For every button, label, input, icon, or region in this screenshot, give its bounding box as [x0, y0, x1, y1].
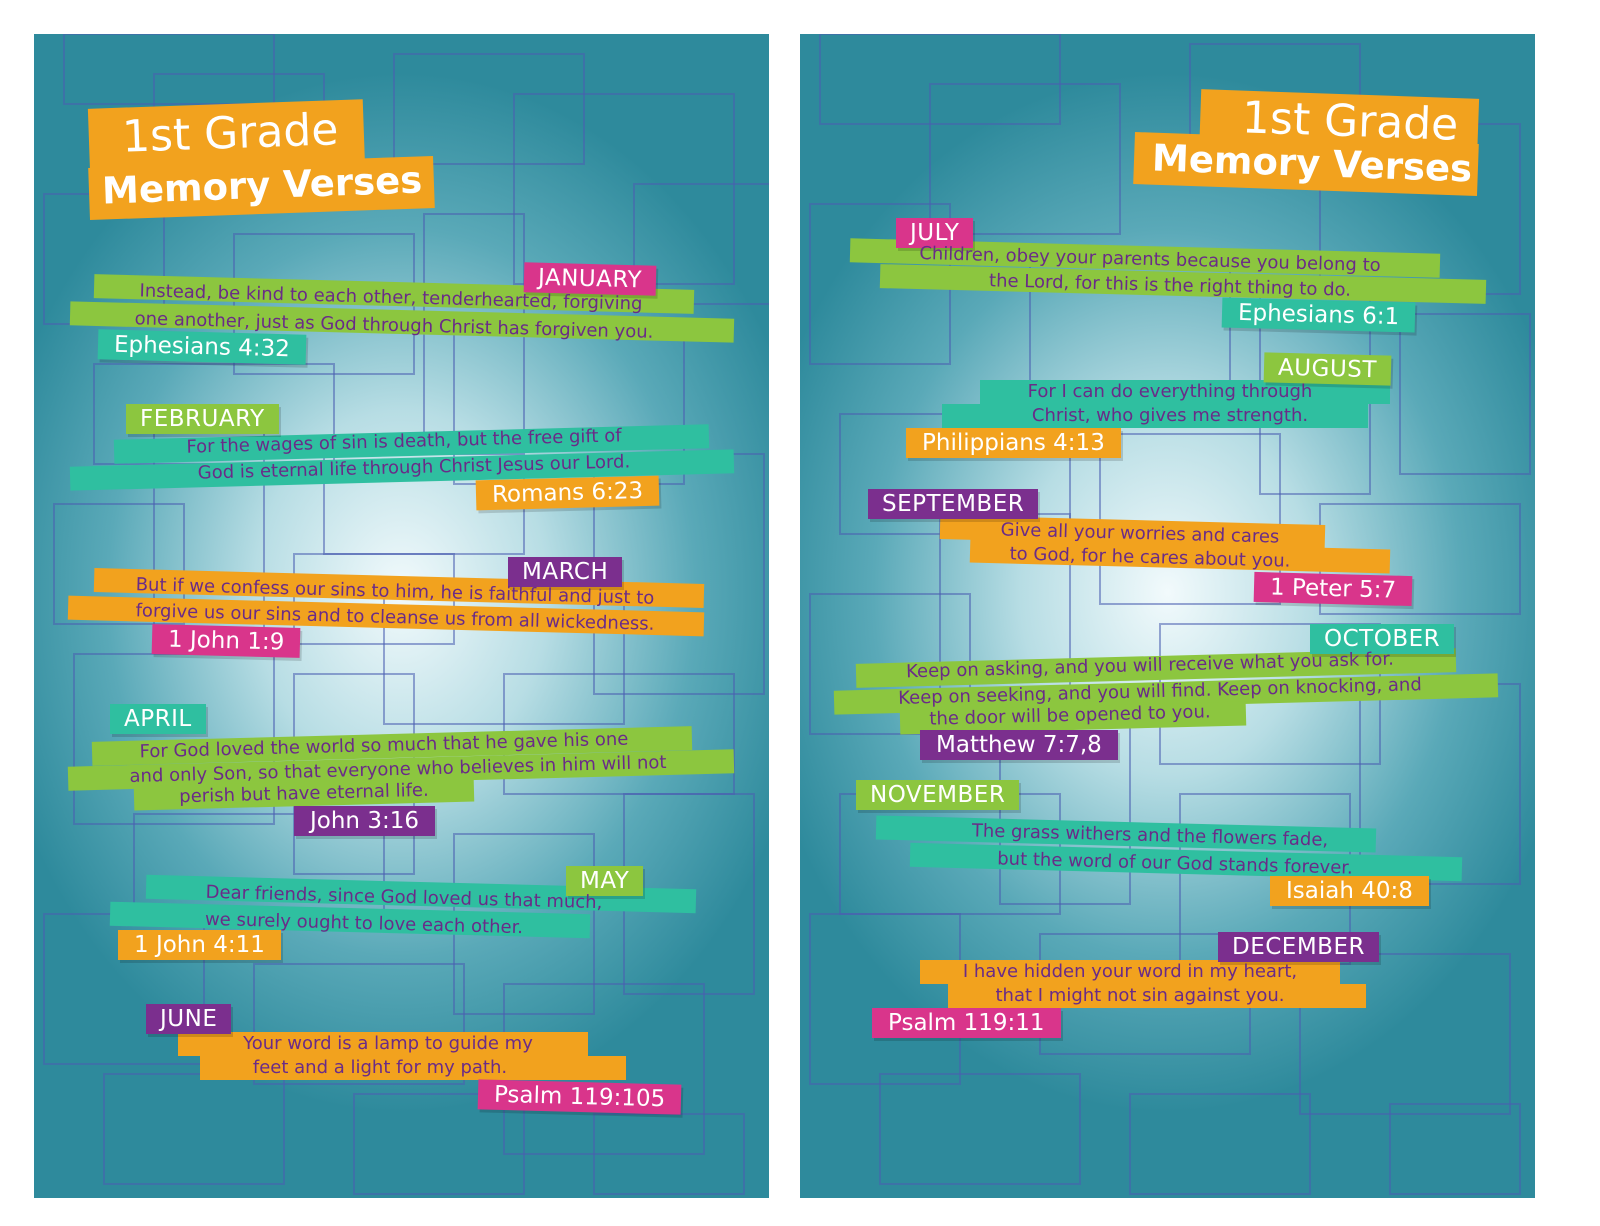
month-label: APRIL — [110, 704, 206, 734]
verse-reference: Ephesians 4:32 — [97, 329, 307, 365]
month-label: DECEMBER — [1218, 932, 1379, 962]
month-label: OCTOBER — [1310, 624, 1455, 654]
verse-text-line: Christ, who gives me strength. — [1031, 405, 1309, 426]
verse-text-line: For I can do everything through — [1027, 381, 1313, 402]
verse-reference: Matthew 7:7,8 — [920, 730, 1118, 760]
verse-reference: Isaiah 40:8 — [1270, 876, 1429, 906]
month-label: SEPTEMBER — [868, 489, 1039, 519]
verse-reference: 1 John 1:9 — [151, 624, 301, 658]
right-card: 1st Grade Memory Verses JULY Children, o… — [800, 34, 1535, 1198]
verse-reference: John 3:16 — [294, 806, 435, 836]
verse-reference: Romans 6:23 — [475, 475, 660, 511]
month-label: FEBRUARY — [126, 404, 279, 434]
verse-text-line: Your word is a lamp to guide my — [243, 1033, 533, 1054]
month-label: JULY — [896, 218, 974, 248]
verse-text-line: feet and a light for my path. — [252, 1057, 508, 1078]
verse-reference: Philippians 4:13 — [906, 428, 1121, 458]
month-label: MARCH — [508, 557, 623, 587]
month-label: MAY — [566, 866, 644, 896]
verse-reference: Ephesians 6:1 — [1221, 297, 1416, 333]
verse-reference: Psalm 119:11 — [872, 1008, 1061, 1038]
month-label: NOVEMBER — [856, 780, 1020, 810]
verse-reference: 1 John 4:11 — [118, 930, 281, 960]
verse-text-line: that I might not sin against you. — [995, 985, 1285, 1006]
left-card: 1st Grade Memory Verses JANUARY Instead,… — [34, 34, 769, 1198]
verse-text-line: I have hidden your word in my heart, — [962, 961, 1298, 982]
month-label: JUNE — [146, 1004, 232, 1034]
verse-reference: 1 Peter 5:7 — [1253, 571, 1413, 607]
title-line-1: 1st Grade — [121, 104, 340, 163]
verse-reference: Psalm 119:105 — [477, 1079, 682, 1115]
